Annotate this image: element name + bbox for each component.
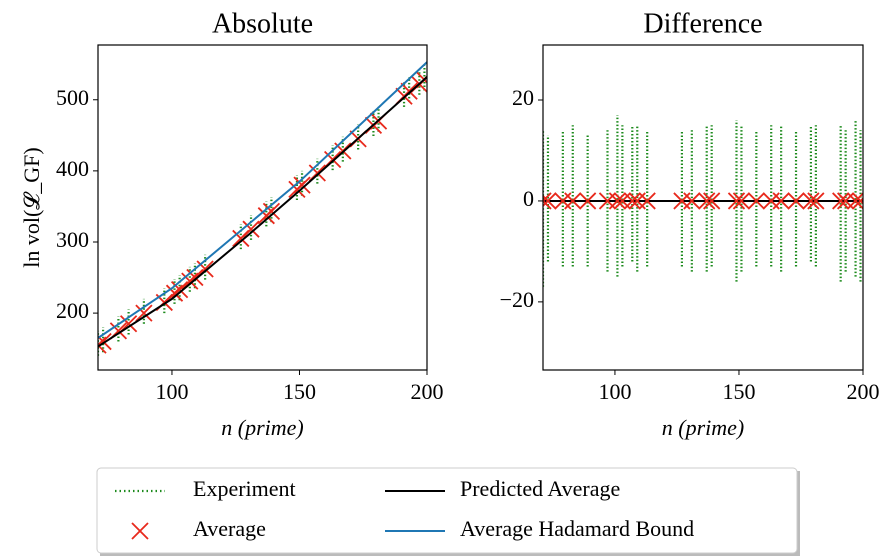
legend-label: Experiment xyxy=(193,476,296,501)
y-tick-label: 300 xyxy=(56,227,89,252)
legend-label: Average Hadamard Bound xyxy=(460,516,694,541)
average-marker xyxy=(98,336,107,354)
series-line xyxy=(98,61,427,339)
legend-label: Predicted Average xyxy=(460,476,620,501)
average-marker xyxy=(638,192,656,210)
chart-title: Absolute xyxy=(212,8,313,39)
average-marker xyxy=(165,284,184,302)
chart-title: Difference xyxy=(643,8,762,39)
average-marker xyxy=(242,220,260,238)
y-tick-label: 200 xyxy=(56,298,89,323)
average-marker xyxy=(170,281,189,299)
series-line xyxy=(98,76,427,348)
average-marker xyxy=(98,332,112,351)
average-marker xyxy=(623,192,641,210)
average-marker xyxy=(543,192,552,210)
average-marker xyxy=(262,202,281,221)
y-axis-label: ln vol(𝓛_GF) xyxy=(19,147,44,268)
average-marker xyxy=(683,192,701,210)
average-marker xyxy=(727,192,746,210)
legend-label: Average xyxy=(193,516,266,541)
y-tick-label: −20 xyxy=(500,287,534,312)
y-tick-label: 20 xyxy=(512,85,534,110)
average-marker xyxy=(564,192,582,210)
x-tick-label: 150 xyxy=(722,379,755,404)
average-marker xyxy=(698,192,716,210)
average-marker xyxy=(703,192,721,210)
average-marker xyxy=(181,272,199,290)
average-marker xyxy=(772,192,790,210)
average-marker xyxy=(608,192,627,210)
average-marker xyxy=(851,192,863,210)
average-marker xyxy=(579,192,597,210)
average-marker xyxy=(293,176,311,194)
plot-area xyxy=(98,61,427,356)
average-marker xyxy=(832,192,850,210)
plot-area xyxy=(543,115,863,287)
x-tick-label: 200 xyxy=(847,379,880,404)
y-tick-label: 400 xyxy=(56,156,89,181)
average-marker xyxy=(135,304,153,322)
x-axis-label: n (prime) xyxy=(221,415,303,440)
x-tick-label: 150 xyxy=(283,379,316,404)
axes-frame xyxy=(542,44,864,371)
x-tick-label: 100 xyxy=(155,379,188,404)
y-tick-label: 500 xyxy=(56,85,89,110)
axes-frame xyxy=(97,44,428,371)
average-marker xyxy=(807,192,825,210)
legend-swatch xyxy=(131,522,149,540)
average-marker xyxy=(802,192,820,210)
x-axis-label: n (prime) xyxy=(662,415,744,440)
average-marker xyxy=(747,192,765,210)
x-tick-label: 200 xyxy=(411,379,444,404)
average-marker xyxy=(732,192,751,210)
average-marker xyxy=(543,192,557,210)
x-tick-label: 100 xyxy=(598,379,631,404)
y-tick-label: 0 xyxy=(523,186,534,211)
legend-box xyxy=(96,467,798,554)
average-marker xyxy=(787,192,805,210)
average-marker xyxy=(846,192,863,210)
